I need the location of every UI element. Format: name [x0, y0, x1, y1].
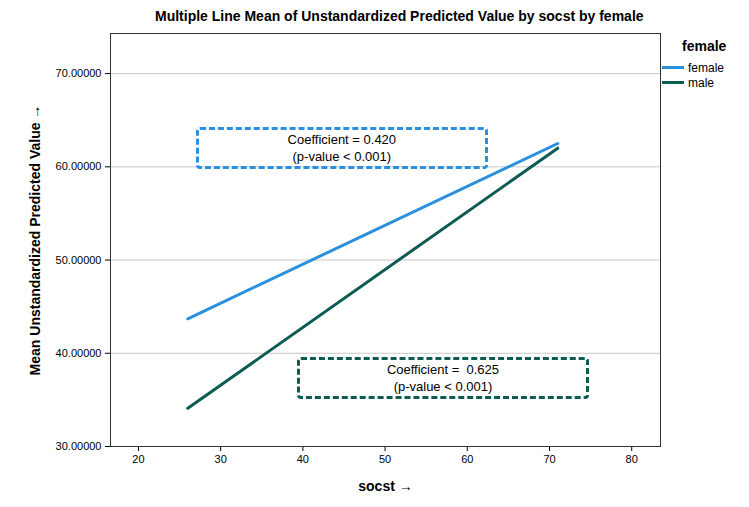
- html-text:(p-value < 0.001): (p-value < 0.001): [393, 378, 493, 394]
- html-text:female: female: [682, 38, 727, 54]
- html-text:(p-value < 0.001): (p-value < 0.001): [292, 148, 392, 164]
- html-text:Coefficient = 0.625: Coefficient = 0.625: [386, 361, 499, 377]
- svg-text:50: 50: [379, 453, 391, 465]
- svg-text:40: 40: [297, 453, 309, 465]
- svg-text:80: 80: [626, 453, 638, 465]
- svg-text:30: 30: [215, 453, 227, 465]
- svg-text:60.00000: 60.00000: [56, 160, 102, 172]
- html-text:male: male: [688, 75, 714, 90]
- html-text:Coefficient = 0.420: Coefficient = 0.420: [287, 131, 397, 147]
- svg-text:70: 70: [543, 453, 555, 465]
- html-text:female: female: [688, 60, 724, 75]
- svg-text:60: 60: [461, 453, 473, 465]
- svg-text:socst →: socst →: [358, 478, 412, 494]
- html-text:Multiple Line Mean of Unstanda: Multiple Line Mean of Unstandardized Pre…: [155, 8, 644, 24]
- svg-text:50.00000: 50.00000: [56, 254, 102, 266]
- svg-text:70.00000: 70.00000: [56, 67, 102, 79]
- svg-text:Mean Unstandardized Predicted: Mean Unstandardized Predicted Value →: [27, 105, 43, 376]
- svg-text:40.00000: 40.00000: [56, 347, 102, 359]
- svg-text:30.00000: 30.00000: [56, 440, 102, 452]
- svg-text:20: 20: [132, 453, 144, 465]
